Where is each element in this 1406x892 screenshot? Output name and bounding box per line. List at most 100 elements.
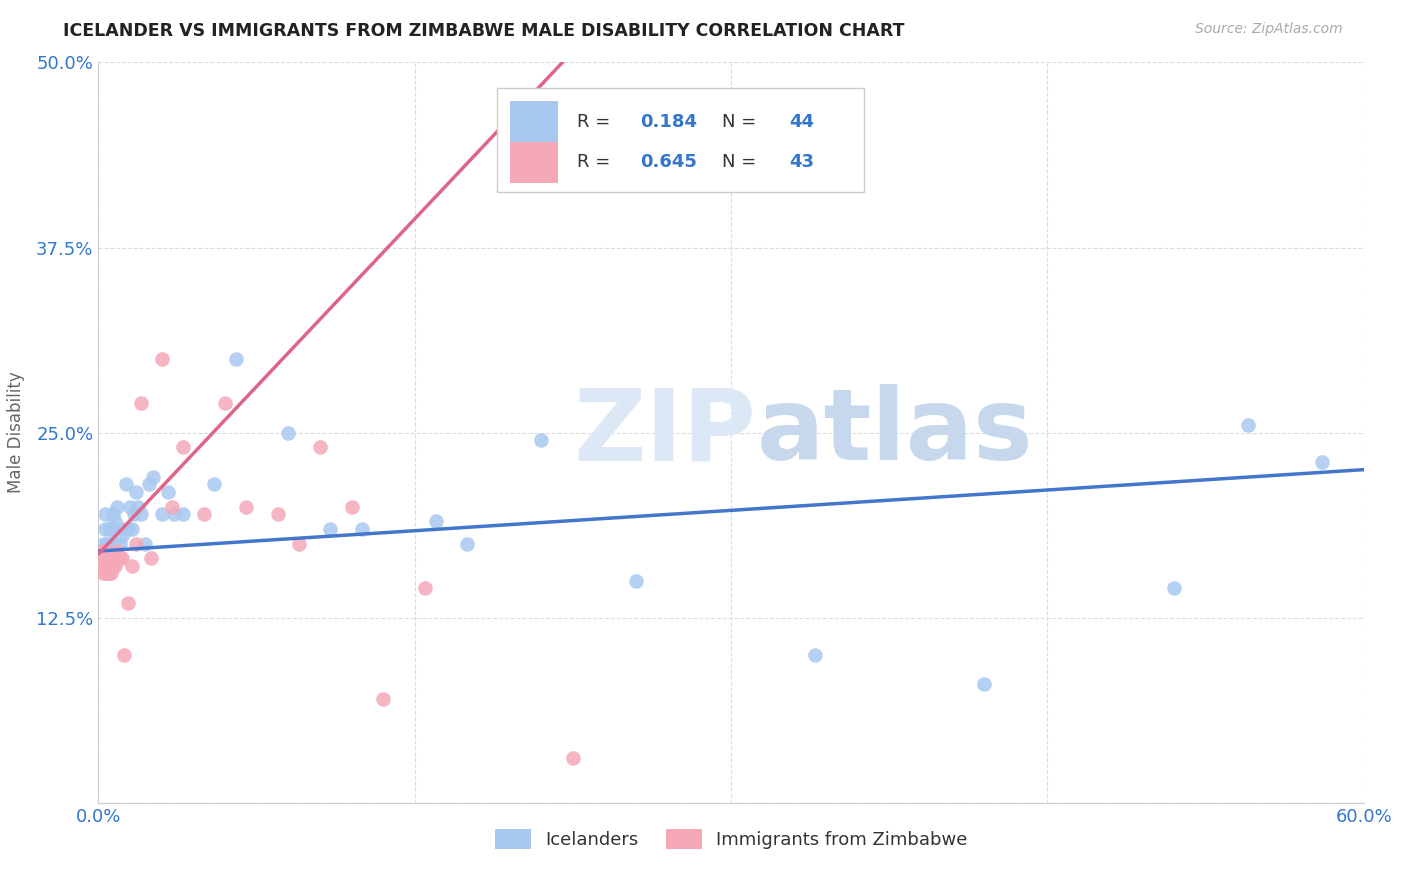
Point bbox=[96, 566, 118, 581]
Point bbox=[267, 507, 290, 521]
Point bbox=[98, 551, 121, 566]
Point bbox=[117, 596, 139, 610]
Text: Source: ZipAtlas.com: Source: ZipAtlas.com bbox=[1195, 22, 1343, 37]
Point bbox=[98, 566, 121, 581]
Text: 0.645: 0.645 bbox=[640, 153, 697, 171]
Point bbox=[172, 441, 194, 455]
Point bbox=[91, 551, 114, 566]
Point bbox=[134, 536, 156, 550]
Point bbox=[150, 507, 173, 521]
Point bbox=[142, 470, 165, 484]
Point bbox=[162, 500, 183, 514]
Y-axis label: Male Disability: Male Disability bbox=[7, 372, 25, 493]
Point bbox=[100, 522, 122, 536]
FancyBboxPatch shape bbox=[510, 142, 558, 183]
Point bbox=[103, 522, 125, 536]
Point bbox=[287, 536, 309, 550]
Point bbox=[100, 558, 122, 573]
Point bbox=[129, 396, 152, 410]
Point bbox=[193, 507, 215, 521]
Point bbox=[456, 536, 478, 550]
Point bbox=[530, 433, 553, 447]
Point bbox=[93, 551, 117, 566]
Point bbox=[235, 500, 257, 514]
Point bbox=[124, 507, 146, 521]
Point bbox=[121, 522, 143, 536]
Point bbox=[108, 536, 131, 550]
Point bbox=[115, 477, 138, 491]
Point bbox=[125, 536, 148, 550]
Point bbox=[96, 566, 118, 581]
Point bbox=[108, 551, 131, 566]
Point bbox=[93, 522, 117, 536]
Text: R =: R = bbox=[576, 112, 616, 130]
Point bbox=[96, 558, 118, 573]
Text: 44: 44 bbox=[789, 112, 814, 130]
Point bbox=[371, 692, 394, 706]
Point bbox=[91, 566, 114, 581]
Point bbox=[225, 351, 247, 366]
Point bbox=[103, 551, 125, 566]
Point bbox=[93, 544, 117, 558]
Point bbox=[98, 536, 121, 550]
Point bbox=[112, 648, 135, 662]
Point bbox=[125, 484, 148, 499]
Point bbox=[352, 522, 374, 536]
Point bbox=[163, 507, 186, 521]
Point bbox=[214, 396, 236, 410]
Point bbox=[1310, 455, 1333, 469]
Point bbox=[804, 648, 827, 662]
Point bbox=[138, 477, 160, 491]
Point bbox=[98, 566, 121, 581]
Point bbox=[96, 551, 118, 566]
Point bbox=[277, 425, 299, 440]
Point bbox=[117, 522, 139, 536]
Text: ICELANDER VS IMMIGRANTS FROM ZIMBABWE MALE DISABILITY CORRELATION CHART: ICELANDER VS IMMIGRANTS FROM ZIMBABWE MA… bbox=[63, 22, 905, 40]
Point bbox=[128, 500, 150, 514]
Point bbox=[624, 574, 647, 588]
Point bbox=[93, 507, 117, 521]
Point bbox=[172, 507, 194, 521]
Point bbox=[204, 477, 226, 491]
Point bbox=[111, 529, 132, 543]
Point bbox=[104, 558, 127, 573]
Point bbox=[425, 515, 447, 529]
Point bbox=[1163, 581, 1185, 595]
Point bbox=[121, 558, 143, 573]
Point bbox=[150, 351, 173, 366]
Point bbox=[93, 558, 117, 573]
FancyBboxPatch shape bbox=[498, 88, 863, 192]
Point bbox=[111, 551, 132, 566]
Point bbox=[141, 551, 163, 566]
Point bbox=[91, 536, 114, 550]
Point bbox=[98, 522, 121, 536]
Text: atlas: atlas bbox=[756, 384, 1033, 481]
Point bbox=[107, 544, 129, 558]
Point bbox=[1237, 418, 1260, 433]
Point bbox=[93, 558, 117, 573]
Point bbox=[120, 500, 141, 514]
Text: 43: 43 bbox=[789, 153, 814, 171]
Text: ZIP: ZIP bbox=[574, 384, 756, 481]
Legend: Icelanders, Immigrants from Zimbabwe: Icelanders, Immigrants from Zimbabwe bbox=[488, 822, 974, 856]
Text: R =: R = bbox=[576, 153, 616, 171]
Text: N =: N = bbox=[723, 112, 762, 130]
Point bbox=[104, 515, 127, 529]
Point bbox=[157, 484, 180, 499]
Point bbox=[309, 441, 332, 455]
Point bbox=[103, 507, 125, 521]
Point bbox=[562, 751, 585, 765]
Point bbox=[96, 536, 118, 550]
Point bbox=[129, 507, 152, 521]
Point bbox=[340, 500, 363, 514]
FancyBboxPatch shape bbox=[510, 102, 558, 142]
Point bbox=[319, 522, 342, 536]
Point bbox=[973, 677, 995, 691]
Point bbox=[103, 558, 125, 573]
Point bbox=[91, 544, 114, 558]
Point bbox=[100, 566, 122, 581]
Point bbox=[107, 500, 129, 514]
Point bbox=[413, 581, 436, 595]
Point bbox=[112, 522, 135, 536]
Point bbox=[104, 551, 127, 566]
